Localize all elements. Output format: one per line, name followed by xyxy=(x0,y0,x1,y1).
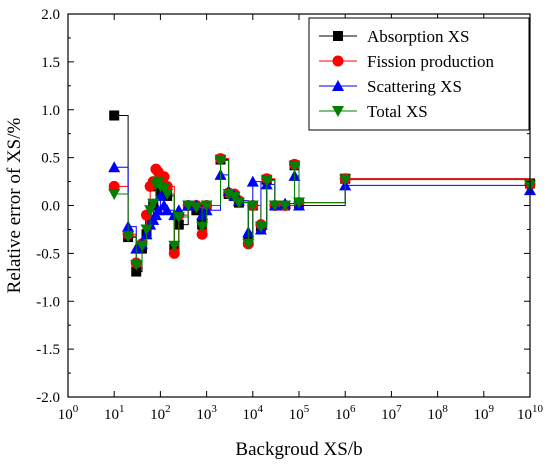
series-4 xyxy=(108,155,536,271)
x-tick-label: 102 xyxy=(150,403,171,423)
x-tick-label: 100 xyxy=(58,403,79,423)
data-point xyxy=(242,238,255,250)
data-point xyxy=(196,228,208,240)
legend-item: Absorption XS xyxy=(319,27,469,46)
legend-label: Total XS xyxy=(367,102,428,121)
data-point xyxy=(214,155,227,167)
data-point xyxy=(136,240,149,252)
legend-marker xyxy=(332,55,344,67)
y-tick-label: 0.0 xyxy=(41,199,60,215)
data-point xyxy=(108,161,121,173)
data-point xyxy=(268,200,281,212)
data-point xyxy=(109,110,120,121)
y-tick-label: -1.5 xyxy=(36,342,60,358)
data-point xyxy=(288,161,301,173)
data-point xyxy=(190,202,203,214)
y-tick-label: 0.5 xyxy=(41,151,60,167)
data-point xyxy=(108,189,121,201)
data-point xyxy=(339,174,352,186)
legend-marker xyxy=(333,31,343,41)
data-point xyxy=(246,175,259,187)
legend: Absorption XS Fission production Scatterin… xyxy=(308,17,530,131)
y-tick-label: 2.0 xyxy=(41,7,60,23)
series-layer xyxy=(108,110,536,277)
y-tick-label: 1.0 xyxy=(41,103,60,119)
y-tick-label: -0.5 xyxy=(36,246,60,262)
data-point xyxy=(293,197,305,209)
data-point xyxy=(254,221,267,233)
data-point xyxy=(122,231,135,243)
data-point xyxy=(168,240,181,252)
data-point xyxy=(246,200,259,212)
x-tick-label: 104 xyxy=(243,403,264,423)
y-tick-label: -2.0 xyxy=(36,390,60,406)
y-tick-label: -1.0 xyxy=(36,294,60,310)
legend-label: Absorption XS xyxy=(367,27,469,46)
data-point xyxy=(232,197,245,209)
data-point xyxy=(196,221,209,233)
legend-label: Scattering XS xyxy=(367,77,462,96)
legend-item: Total XS xyxy=(319,102,428,121)
tick-layer: 100 101 102 103 104 105 106 107 108 109 1010 2.0 1.5… xyxy=(36,7,543,423)
x-tick-label: 105 xyxy=(289,403,310,423)
data-point xyxy=(158,183,171,195)
data-point xyxy=(152,204,165,216)
data-point xyxy=(279,200,292,212)
data-point xyxy=(161,189,174,201)
x-axis-label: Backgroud XS/b xyxy=(235,439,362,460)
x-tick-label: 107 xyxy=(381,403,402,423)
data-point xyxy=(130,259,143,271)
legend-label: Fission production xyxy=(367,52,495,71)
data-point xyxy=(168,247,180,259)
axis-labels: Backgroud XS/b Relative error of XS/% xyxy=(4,117,363,460)
y-tick-label: 1.5 xyxy=(41,55,60,71)
x-tick-label: 103 xyxy=(196,403,217,423)
data-point xyxy=(131,266,142,277)
x-tick-label: 101 xyxy=(104,403,125,423)
series-3 xyxy=(108,161,536,254)
legend-marker xyxy=(332,80,344,91)
data-point xyxy=(172,211,185,223)
data-point xyxy=(260,175,273,187)
x-tick-label: 108 xyxy=(427,403,448,423)
legend-marker xyxy=(332,106,344,117)
data-point xyxy=(228,191,241,203)
x-tick-label: 1010 xyxy=(517,403,544,423)
data-point xyxy=(200,200,213,212)
legend-item: Scattering XS xyxy=(319,77,462,96)
legend-item: Fission production xyxy=(319,52,495,71)
data-point xyxy=(140,224,153,236)
data-point xyxy=(154,189,167,201)
x-tick-label: 109 xyxy=(474,403,495,423)
x-tick-label: 106 xyxy=(335,403,356,423)
y-axis-label: Relative error of XS/% xyxy=(4,117,25,293)
data-point xyxy=(161,204,174,216)
data-point xyxy=(147,198,160,210)
data-point xyxy=(222,189,235,201)
